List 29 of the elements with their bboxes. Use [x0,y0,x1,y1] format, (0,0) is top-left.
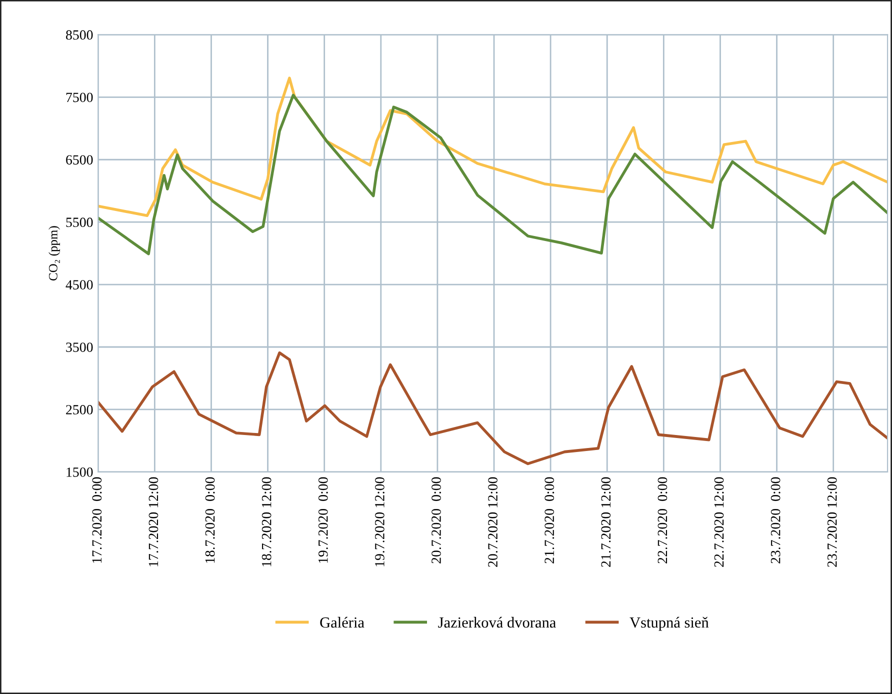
line-series [98,94,888,256]
y-tick-label: 4500 [66,280,93,290]
x-tick-label: 20.7.2020 12:00 [488,477,498,567]
x-tick-label: 18.7.2020 0:00 [205,477,215,563]
x-tick-label: 19.7.2020 0:00 [318,477,328,563]
line-series [98,76,888,218]
x-tick-label: 22.7.2020 0:00 [658,477,668,564]
x-tick-label: 17.7.2020 12:00 [148,477,158,566]
legend-label: Jazierková dvorana [438,616,556,628]
x-tick-label: 20.7.2020 0:00 [432,477,441,564]
y-tick-label: 7500 [66,92,93,102]
y-tick-label: 5500 [66,218,93,228]
x-tick-label: 23.7.2020 12:00 [827,477,837,567]
x-tick-label: 17.7.2020 0:00 [92,477,102,563]
y-tick-label: 6500 [66,155,93,165]
legend-label: Galéria [320,616,364,628]
legend-label: Vstupná sieň [630,616,709,631]
x-tick-label: 18.7.2020 12:00 [262,477,272,566]
x-tick-label: 21.7.2020 12:00 [601,477,611,567]
x-tick-label: 21.7.2020 0:00 [544,477,554,564]
y-tick-label: 8500 [66,30,93,40]
y-axis-title: CO₂ (ppm) [48,226,60,280]
x-tick-label: 19.7.2020 12:00 [375,477,384,566]
y-tick-label: 2500 [66,405,93,414]
line-series [98,351,888,466]
y-tick-label: 1500 [66,468,93,477]
x-tick-label: 22.7.2020 12:00 [714,477,724,567]
y-tick-label: 3500 [66,342,93,352]
x-tick-label: 23.7.2020 0:00 [770,477,780,564]
